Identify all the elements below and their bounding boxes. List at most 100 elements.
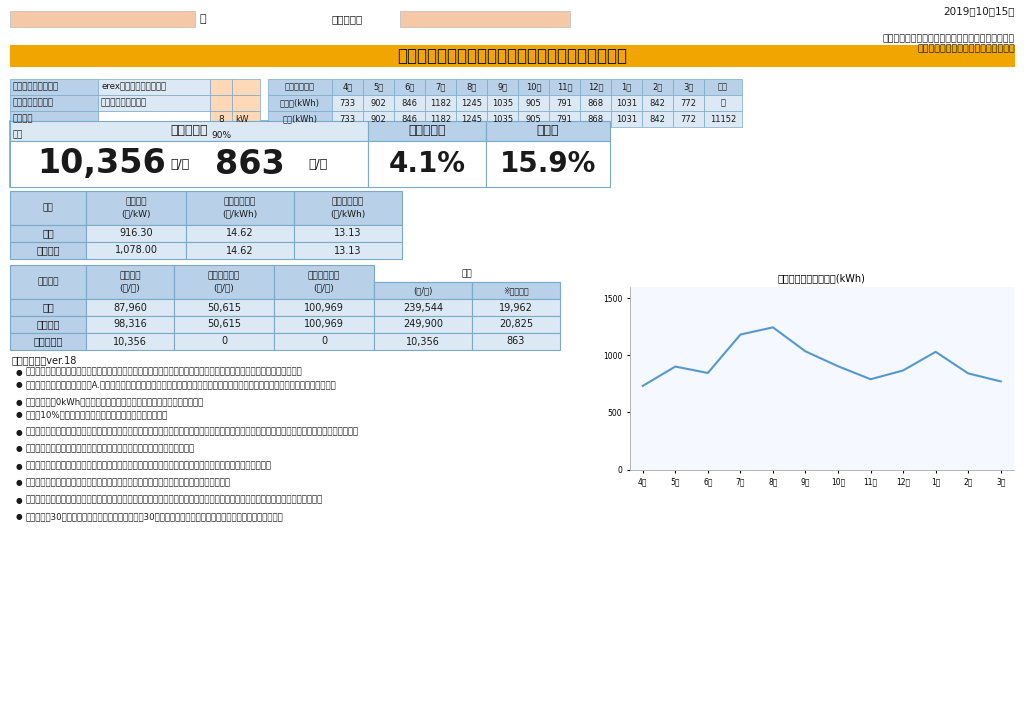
Text: 基本料金: 基本料金 bbox=[125, 198, 146, 206]
Bar bbox=[10, 191, 86, 225]
Bar bbox=[174, 316, 274, 333]
Text: (円/年): (円/年) bbox=[214, 284, 234, 293]
Text: ご使用場所: ご使用場所 bbox=[332, 14, 364, 24]
Text: 2月: 2月 bbox=[652, 82, 663, 92]
Text: ●: ● bbox=[16, 495, 23, 505]
Bar bbox=[394, 95, 425, 111]
Bar bbox=[362, 79, 394, 95]
Bar bbox=[86, 316, 174, 333]
Text: 関西電力＿低圧電力: 関西電力＿低圧電力 bbox=[101, 98, 147, 108]
Text: (円/年): (円/年) bbox=[120, 284, 140, 293]
Bar bbox=[368, 141, 486, 187]
Text: 関西電力: 関西電力 bbox=[36, 245, 59, 255]
Text: 1031: 1031 bbox=[616, 98, 637, 108]
Text: 他季従量料金: 他季従量料金 bbox=[308, 272, 340, 281]
Text: 弊社: 弊社 bbox=[42, 229, 54, 239]
Bar bbox=[487, 79, 518, 95]
Text: 239,544: 239,544 bbox=[402, 303, 443, 313]
Text: 負荷率: 負荷率 bbox=[537, 125, 559, 138]
Bar bbox=[10, 316, 86, 333]
Text: 11152: 11152 bbox=[710, 115, 736, 123]
Bar bbox=[10, 79, 98, 95]
Text: このシミュレーションは参考値ですので、お客様のご使用状況が変わった場合、各試算結果が変わります。: このシミュレーションは参考値ですので、お客様のご使用状況が変わった場合、各試算結… bbox=[26, 462, 272, 470]
Bar bbox=[10, 225, 86, 242]
Bar bbox=[268, 111, 332, 127]
Bar bbox=[268, 79, 332, 95]
Bar bbox=[374, 333, 472, 350]
Text: 98,316: 98,316 bbox=[113, 320, 146, 330]
Bar bbox=[86, 265, 174, 299]
Bar bbox=[186, 242, 294, 259]
Bar bbox=[174, 265, 274, 299]
Bar bbox=[274, 265, 374, 299]
Bar bbox=[86, 299, 174, 316]
Bar bbox=[456, 111, 487, 127]
Bar bbox=[580, 79, 611, 95]
Text: 推定(kWh): 推定(kWh) bbox=[283, 115, 317, 123]
Bar bbox=[186, 191, 294, 225]
Text: 733: 733 bbox=[339, 98, 355, 108]
Bar bbox=[294, 191, 402, 225]
Text: 6月: 6月 bbox=[404, 82, 415, 92]
Bar bbox=[642, 111, 673, 127]
Text: 10,356: 10,356 bbox=[38, 148, 166, 181]
Text: ●: ● bbox=[16, 427, 23, 437]
Text: 使用電力量が0kWhとなる月は、基本料金を半額とさせていただきます。: 使用電力量が0kWhとなる月は、基本料金を半額とさせていただきます。 bbox=[26, 397, 204, 407]
Text: 4月: 4月 bbox=[342, 82, 352, 92]
Text: ●: ● bbox=[16, 381, 23, 389]
Text: 868: 868 bbox=[588, 98, 603, 108]
Text: 772: 772 bbox=[681, 98, 696, 108]
Text: erexグループ＿低圧電力: erexグループ＿低圧電力 bbox=[101, 82, 166, 92]
Text: 19,962: 19,962 bbox=[499, 303, 532, 313]
Bar bbox=[362, 95, 394, 111]
Text: 868: 868 bbox=[588, 115, 603, 123]
Text: ●: ● bbox=[16, 411, 23, 419]
Text: 推定削減率: 推定削減率 bbox=[409, 125, 445, 138]
Text: 契約電力に対して使用電力量が多い場合（右表参照）、電気料金が関西電力のものと比べて高くなる可能性があります。: 契約電力に対して使用電力量が多い場合（右表参照）、電気料金が関西電力のものと比べ… bbox=[26, 368, 303, 376]
Bar bbox=[611, 111, 642, 127]
Text: 単価: 単価 bbox=[43, 204, 53, 212]
Text: ●: ● bbox=[16, 368, 23, 376]
Text: 10月: 10月 bbox=[525, 82, 542, 92]
Text: イーレックス・スパーク・マーケティング株式会社: イーレックス・スパーク・マーケティング株式会社 bbox=[883, 34, 1015, 44]
Text: (円/kW): (円/kW) bbox=[121, 209, 151, 219]
Text: 1035: 1035 bbox=[492, 115, 513, 123]
Text: 1182: 1182 bbox=[430, 98, 451, 108]
Bar bbox=[518, 79, 549, 95]
Text: 消費税10%を含んだ単価、料金試算を提示しております。: 消費税10%を含んだ単価、料金試算を提示しております。 bbox=[26, 411, 168, 419]
Bar bbox=[642, 95, 673, 111]
Bar bbox=[10, 141, 368, 187]
Text: 842: 842 bbox=[649, 115, 666, 123]
Text: 863: 863 bbox=[507, 336, 525, 346]
Text: 夏季従量料金: 夏季従量料金 bbox=[208, 272, 240, 281]
Text: 力率: 力率 bbox=[13, 130, 24, 140]
Bar bbox=[232, 111, 260, 127]
Text: 1,078.00: 1,078.00 bbox=[115, 245, 158, 255]
Text: 弊社＿ご契約プラン: 弊社＿ご契約プラン bbox=[13, 82, 59, 92]
Text: 1182: 1182 bbox=[430, 115, 451, 123]
Text: 試算結果には再生可能エネルギー発電促進賦課金・燃料費調整額は含まれておりません。: 試算結果には再生可能エネルギー発電促進賦課金・燃料費調整額は含まれておりません。 bbox=[26, 478, 231, 488]
Text: ご注意事項＿ver.18: ご注意事項＿ver.18 bbox=[12, 355, 78, 365]
Bar bbox=[332, 111, 362, 127]
Text: 842: 842 bbox=[649, 98, 666, 108]
Bar bbox=[86, 225, 186, 242]
Bar bbox=[98, 127, 210, 143]
Bar bbox=[642, 79, 673, 95]
Bar bbox=[210, 79, 232, 95]
Bar bbox=[86, 191, 186, 225]
Text: ご入力(kWh): ご入力(kWh) bbox=[280, 98, 319, 108]
Bar bbox=[10, 333, 86, 350]
Text: ●: ● bbox=[16, 397, 23, 407]
Bar bbox=[487, 111, 518, 127]
Bar bbox=[232, 95, 260, 111]
Text: (円/kWh): (円/kWh) bbox=[222, 209, 258, 219]
Bar bbox=[10, 111, 98, 127]
Text: 791: 791 bbox=[557, 115, 572, 123]
Text: お客様使用量: お客様使用量 bbox=[285, 82, 315, 92]
Text: 20,825: 20,825 bbox=[499, 320, 534, 330]
Bar bbox=[210, 95, 232, 111]
Bar bbox=[294, 225, 402, 242]
Bar bbox=[10, 45, 1015, 67]
Text: 3月: 3月 bbox=[683, 82, 693, 92]
Text: 846: 846 bbox=[401, 98, 418, 108]
